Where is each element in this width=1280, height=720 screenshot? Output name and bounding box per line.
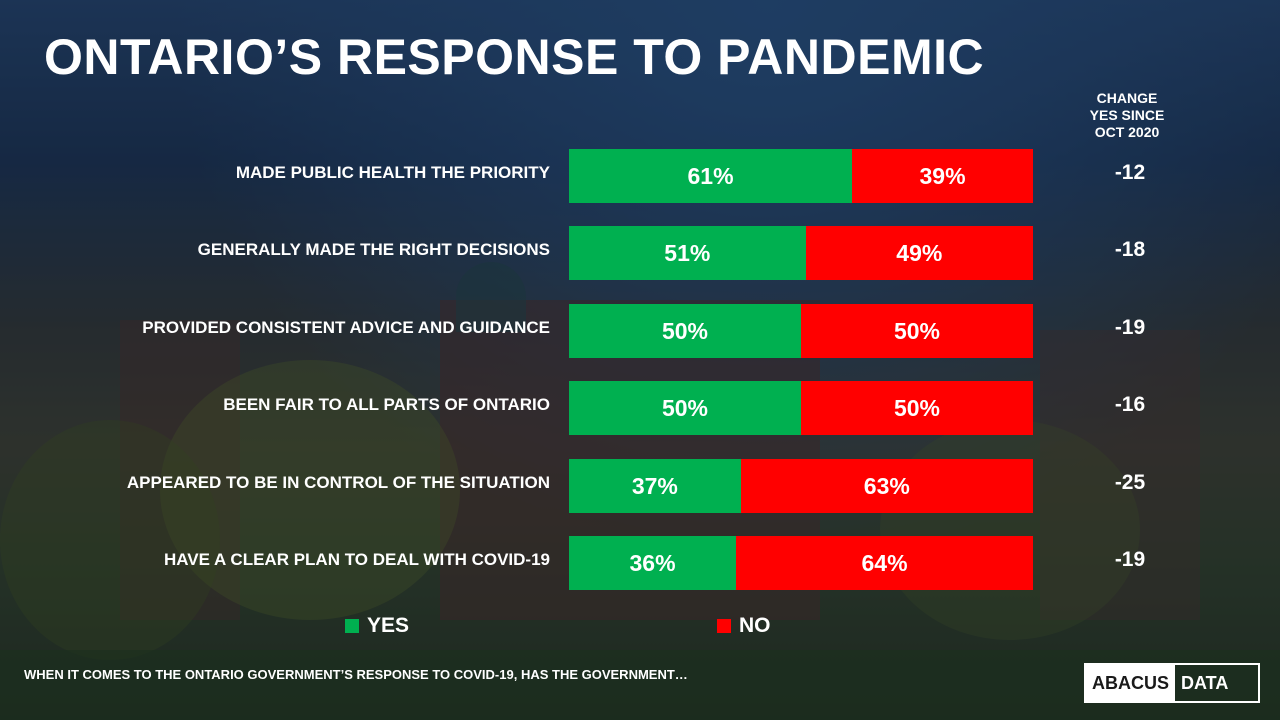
bar-no-label: 64% (861, 549, 908, 576)
tree-far-left (0, 420, 220, 660)
change-header-line-1: CHANGE (1096, 90, 1158, 106)
logo-right-text: DATA (1181, 672, 1229, 693)
bar-no-label: 50% (893, 317, 941, 344)
change-value: -16 (1114, 393, 1146, 416)
bar-yes-label: 51% (664, 239, 711, 266)
bar-yes: 61% (569, 149, 853, 203)
bar-no: 49% (805, 226, 1033, 280)
left-building (120, 320, 240, 620)
legend-yes-swatch (345, 619, 359, 633)
bar-row: 37% 63% (569, 459, 1033, 513)
legend-no-swatch (717, 619, 731, 633)
row-label: GENERALLY MADE THE RIGHT DECISIONS (197, 240, 550, 259)
row-label: HAVE A CLEAR PLAN TO DEAL WITH COVID-19 (164, 550, 550, 569)
change-value: -12 (1114, 161, 1146, 184)
bar-yes-label: 50% (661, 317, 709, 344)
bar-yes: 50% (569, 304, 801, 358)
bar-yes: 36% (569, 536, 737, 590)
bar-row: 50% 50% (569, 304, 1033, 358)
bar-no: 50% (801, 304, 1033, 358)
lawn (0, 650, 1280, 720)
row-label: PROVIDED CONSISTENT ADVICE AND GUIDANCE (142, 318, 550, 337)
bar-no: 39% (852, 149, 1033, 203)
bar-yes-label: 37% (631, 472, 678, 499)
bar-row: 51% 49% (569, 226, 1033, 280)
tree-left (160, 360, 460, 620)
dome (456, 262, 526, 332)
change-header-line-2: YES SINCE (1089, 107, 1165, 123)
change-value: -25 (1114, 471, 1146, 494)
change-header: CHANGE YES SINCE OCT 2020 (1074, 90, 1180, 141)
change-value: -19 (1114, 548, 1146, 571)
change-value: -19 (1114, 316, 1146, 339)
legend-yes-label: YES (367, 614, 410, 637)
bar-no: 63% (740, 459, 1033, 513)
question-footnote: WHEN IT COMES TO THE ONTARIO GOVERNMENT’… (24, 667, 688, 682)
bar-yes: 50% (569, 381, 801, 435)
legend-no-label: NO (739, 614, 771, 637)
bar-no-label: 49% (896, 239, 943, 266)
legend-no: NO (717, 614, 771, 638)
bar-yes-label: 50% (661, 394, 709, 421)
logo-left-text: ABACUS (1086, 665, 1176, 701)
bar-no-label: 50% (893, 394, 941, 421)
bar-no: 64% (736, 536, 1033, 590)
row-label: MADE PUBLIC HEALTH THE PRIORITY (235, 163, 550, 182)
bar-row: 36% 64% (569, 536, 1033, 590)
page-title: ONTARIO’S RESPONSE TO PANDEMIC (44, 29, 985, 85)
change-value: -18 (1114, 238, 1146, 261)
bar-yes-label: 36% (629, 549, 676, 576)
bar-no-label: 63% (863, 472, 910, 499)
bar-yes: 37% (569, 459, 741, 513)
bar-no-label: 39% (919, 162, 966, 189)
bar-row: 61% 39% (569, 149, 1033, 203)
abacus-data-logo: ABACUS DATA (1084, 663, 1260, 703)
row-label: APPEARED TO BE IN CONTROL OF THE SITUATI… (126, 473, 550, 492)
legend-yes: YES (345, 614, 409, 638)
change-header-line-3: OCT 2020 (1094, 124, 1160, 140)
tree-right (880, 420, 1140, 640)
bar-row: 50% 50% (569, 381, 1033, 435)
bar-yes-label: 61% (687, 162, 734, 189)
row-label: BEEN FAIR TO ALL PARTS OF ONTARIO (223, 395, 550, 414)
right-building (1040, 330, 1200, 620)
bar-no: 50% (801, 381, 1033, 435)
bar-yes: 51% (569, 226, 806, 280)
